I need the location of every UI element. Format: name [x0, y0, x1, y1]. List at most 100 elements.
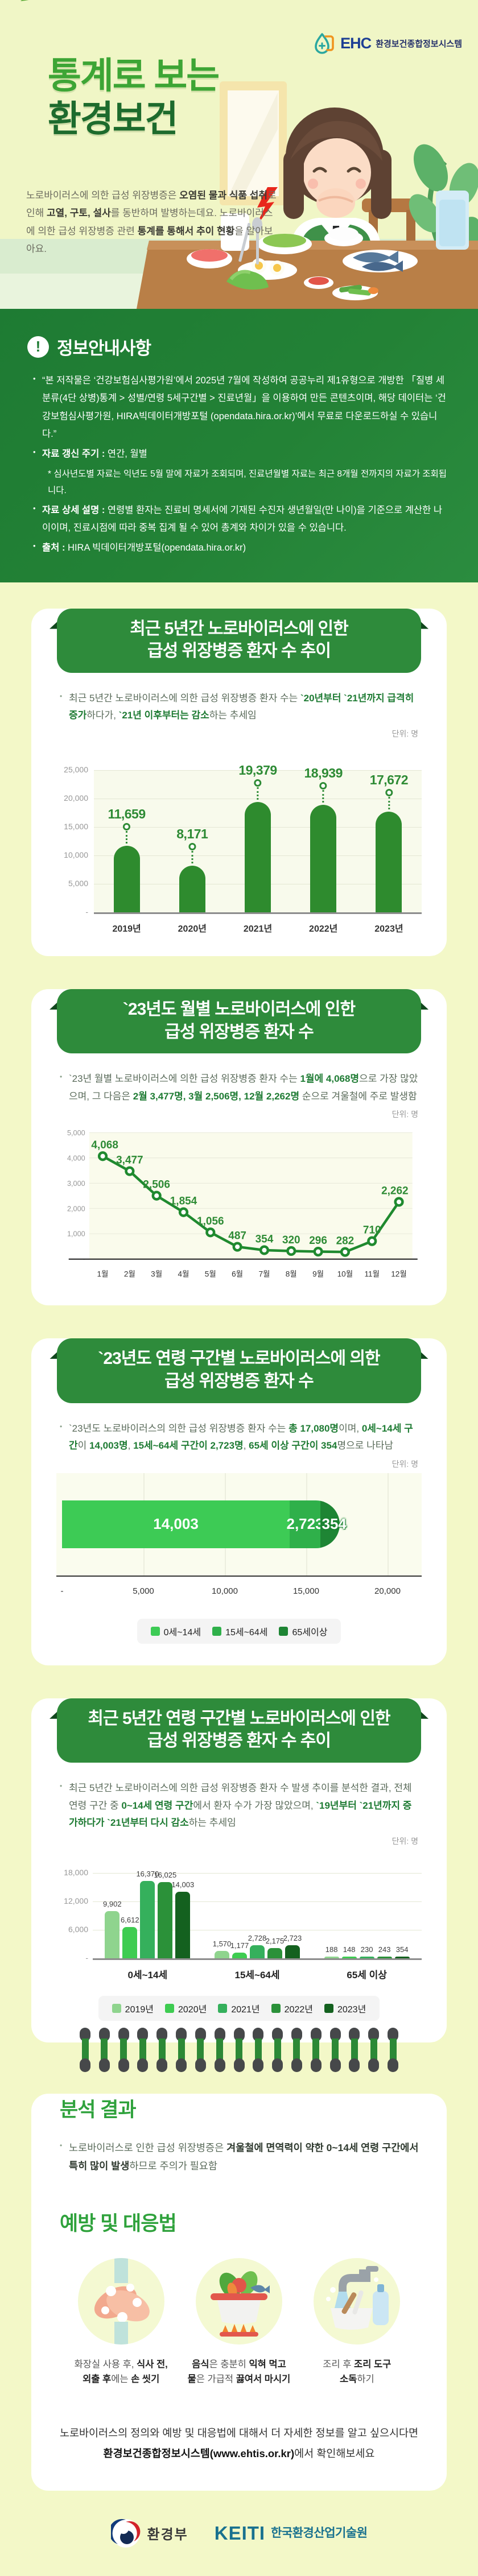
header: EHC 환경보건종합정보시스템 통계로 보는 환경보건 노로바이러스에 의한 급…: [0, 0, 478, 309]
binding-pin: [137, 2027, 149, 2077]
banner-fold-right: [414, 996, 428, 1010]
svg-text:1월: 1월: [97, 1270, 109, 1279]
binding-pin: [349, 2027, 360, 2077]
page-title: 통계로 보는 환경보건: [48, 55, 220, 139]
info-list: “본 저작물은 ‘건강보험심사평가원’에서 2025년 7월에 작성하여 공공누…: [27, 372, 451, 557]
ehc-name: 환경보건종합정보시스템: [376, 39, 462, 49]
ehc-drop-icon: [315, 33, 334, 54]
age-stacked-bar-chart: -5,000 10,000 15,000 20,000 14,003 2,723 354: [56, 1473, 422, 1604]
binding-pin: [253, 2027, 264, 2077]
svg-text:1,056: 1,056: [197, 1216, 224, 1228]
info-item-detail: 자료 상세 설명 : 연령별 환자는 진료비 명세서에 기재된 수진자 생년월일…: [33, 502, 451, 537]
keiti-leaf-icon: [20, 0, 29, 1]
pain-spark-icon: [255, 187, 278, 228]
binding-pin: [195, 2027, 206, 2077]
svg-text:5월: 5월: [205, 1270, 216, 1279]
binding-pin: [368, 2027, 380, 2077]
svg-text:10월: 10월: [337, 1270, 353, 1279]
card-analysis-prevention: 분석 결과 노로바이러스로 인한 급성 위장병증은 겨울철에 면역력이 약한 0…: [31, 2093, 447, 2491]
exclamation-icon: !: [27, 336, 49, 358]
prevention-item-handwash: 화장실 사용 후, 식사 전, 외출 후에는 손 씻기: [62, 2257, 180, 2387]
moe-emblem-icon: [110, 2519, 140, 2548]
svg-text:6월: 6월: [232, 1270, 243, 1279]
section-desc-1: 최근 5년간 노로바이러스에 의한 급성 위장병증 환자 수는 `20년부터 `…: [59, 690, 419, 725]
food-illustration: [187, 191, 469, 300]
info-title: 정보안내사항: [57, 338, 151, 358]
binding-pin: [388, 2027, 398, 2077]
svg-text:282: 282: [336, 1235, 355, 1247]
svg-text:3월: 3월: [151, 1270, 162, 1279]
binding-pin: [310, 2027, 322, 2077]
yearly-bar-chart: 11,659 8,171 19,379 18,939 17,672 25,000 20,00…: [56, 763, 422, 935]
svg-text:487: 487: [228, 1230, 246, 1242]
intro-text: 노로바이러스에 의한 급성 위장병증은 오염된 물과 식품 섭취로 인해 고열,…: [26, 190, 277, 255]
prevention-items: 화장실 사용 후, 식사 전, 외출 후에는 손 씻기: [56, 2236, 422, 2387]
card-age-trend: 최근 5년간 연령 구간별 노로바이러스에 인한 급성 위장병증 환자 수 추이 …: [31, 1698, 447, 2042]
age-grouped-bar-chart: 9,902 6,612 16,370 16,025 14,003 1,570 1,177 2,…: [56, 1868, 422, 1981]
keiti-logo: KEITI 한국환경산업기술원: [20, 0, 368, 2542]
disinfect-tools-icon: [326, 2265, 389, 2330]
svg-text:296: 296: [309, 1235, 327, 1247]
prevention-heading: 예방 및 대응법: [60, 2212, 177, 2235]
monthly-line-chart: 5,0004,0003,0002,0001,000-4,0683,4772,50…: [56, 1123, 422, 1284]
binding-pin: [80, 2027, 90, 2077]
svg-text:9월: 9월: [312, 1270, 324, 1279]
banner-fold-right: [414, 1345, 428, 1359]
analysis-text: 노로바이러스로 인한 급성 위장병증은 겨울철에 면역력이 약한 0~14세 연…: [59, 2139, 419, 2176]
unit-label-4: 단위: 명: [392, 1836, 418, 1846]
svg-text:1,000: 1,000: [67, 1230, 85, 1238]
svg-text:7월: 7월: [258, 1270, 270, 1279]
unit-label-3: 단위: 명: [392, 1459, 418, 1469]
binding-divider: [31, 2027, 447, 2072]
prevention-item-cook: 음식은 충분히 익혀 먹고 물은 가급적 끓여서 마시기: [180, 2257, 298, 2387]
binding-pin: [176, 2027, 187, 2077]
svg-text:2,506: 2,506: [143, 1179, 170, 1191]
svg-text:11월: 11월: [364, 1270, 380, 1279]
binding-pin: [118, 2027, 129, 2077]
binding-pins: [80, 2027, 398, 2077]
svg-text:2,000: 2,000: [67, 1205, 85, 1213]
ehc-abbr: EHC: [340, 34, 372, 52]
year-legend: 2019년 2020년 2021년 2022년 2023년: [56, 1995, 422, 2021]
binding-pin: [233, 2027, 245, 2077]
svg-text:3,477: 3,477: [116, 1155, 143, 1167]
hand-washing-icon: [94, 2257, 150, 2345]
svg-text:710: 710: [363, 1225, 381, 1237]
section-desc-4: 최근 5년간 노로바이러스에 의한 급성 위장병증 환자 수 발생 추이를 분석…: [59, 1780, 419, 1832]
binding-pin: [329, 2027, 341, 2077]
binding-pin: [214, 2027, 225, 2077]
section-banner-4: 최근 5년간 연령 구간별 노로바이러스에 인한 급성 위장병증 환자 수 추이: [50, 1698, 428, 1763]
info-item-source: 출처 : HIRA 빅데이터개방포털(opendata.hira.or.kr): [33, 539, 451, 557]
header-illustration: [0, 81, 478, 309]
binding-pin: [291, 2027, 302, 2077]
svg-text:4월: 4월: [178, 1270, 189, 1279]
age-legend: 0세~14세 15세~64세 65세이상: [56, 1618, 422, 1644]
banner-fold-right: [414, 615, 428, 629]
banner-fold-right: [414, 1705, 428, 1719]
section-banner-1: 최근 5년간 노로바이러스에 인한 급성 위장병증 환자 수 추이: [50, 608, 428, 673]
info-item-copyright: “본 저작물은 ‘건강보험심사평가원’에서 2025년 7월에 작성하여 공공누…: [33, 372, 451, 443]
boiling-pot-icon: [210, 2271, 270, 2337]
info-notice-section: ! 정보안내사항 “본 저작물은 ‘건강보험심사평가원’에서 2025년 7월에…: [0, 309, 478, 582]
ehc-logo: EHC 환경보건종합정보시스템: [313, 32, 462, 55]
svg-text:320: 320: [282, 1234, 300, 1246]
info-item-update-cycle: 자료 갱신 주기 : 연간, 월별: [33, 445, 451, 463]
svg-text:1,854: 1,854: [170, 1196, 197, 1208]
svg-text:2월: 2월: [124, 1270, 135, 1279]
binding-pin: [156, 2027, 168, 2077]
section-desc-2: `23년 월별 노로바이러스에 의한 급성 위장병증 환자 수는 1월에 4,0…: [59, 1070, 419, 1105]
svg-text:12월: 12월: [391, 1270, 407, 1279]
binding-pin: [98, 2027, 110, 2077]
section-desc-3: `23년도 노로바이러스의 의한 급성 위장병증 환자 수는 총 17,080명…: [59, 1420, 419, 1455]
window-illustration: [220, 81, 287, 205]
svg-text:8월: 8월: [286, 1270, 297, 1279]
svg-text:4,000: 4,000: [67, 1155, 85, 1163]
moe-logo: 환경부: [110, 2519, 188, 2548]
more-info-text: 노로바이러스의 정의와 예방 및 대응법에 대해서 더 자세한 정보를 알고 싶…: [59, 2427, 419, 2459]
